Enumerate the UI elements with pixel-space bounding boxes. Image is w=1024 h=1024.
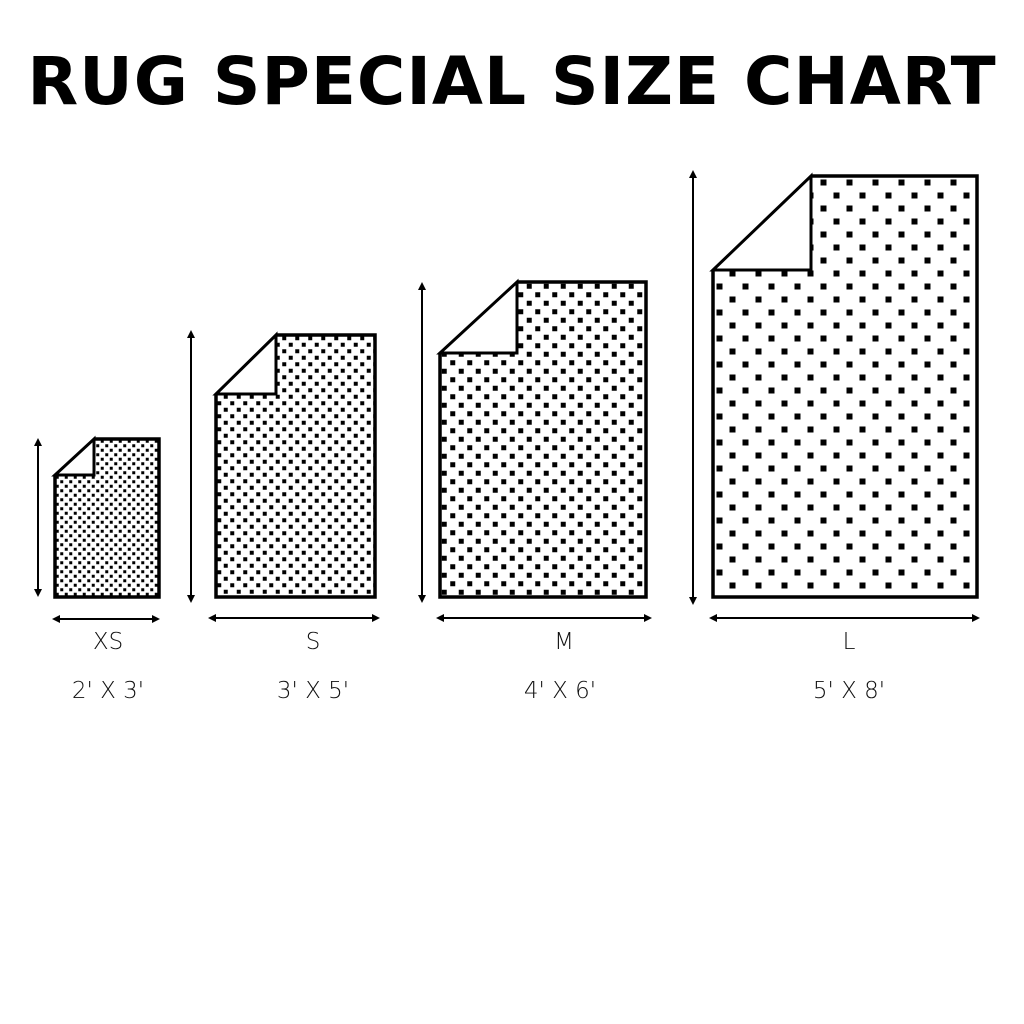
- folded-corner: [51, 435, 96, 477]
- size-label-l: L: [842, 629, 856, 655]
- rug-outline: [53, 437, 161, 599]
- rug-l: [689, 170, 980, 622]
- size-dimensions-s: 3' X 5': [276, 678, 350, 704]
- size-dimensions-m: 4' X 6': [523, 678, 597, 704]
- rug-pattern: [55, 439, 159, 597]
- rug-pattern: [440, 282, 646, 597]
- rug-outline: [214, 333, 377, 599]
- rug-s: [187, 330, 380, 622]
- rug-outline: [438, 280, 648, 599]
- folded-corner: [436, 278, 519, 355]
- size-dimensions-xs: 2' X 3': [71, 678, 145, 704]
- folded-corner: [709, 172, 813, 272]
- rug-m: [418, 278, 652, 622]
- chart-title: RUG SPECIAL SIZE CHART: [27, 43, 997, 120]
- size-label-xs: XS: [92, 629, 124, 655]
- size-label-s: S: [305, 629, 321, 655]
- rug-xs: [34, 435, 161, 623]
- size-dimensions-l: 5' X 8': [812, 678, 886, 704]
- folded-corner: [212, 331, 278, 396]
- rug-pattern: [216, 335, 375, 597]
- size-label-m: M: [554, 629, 574, 655]
- rug-outline: [711, 174, 979, 599]
- rug-pattern: [713, 176, 977, 597]
